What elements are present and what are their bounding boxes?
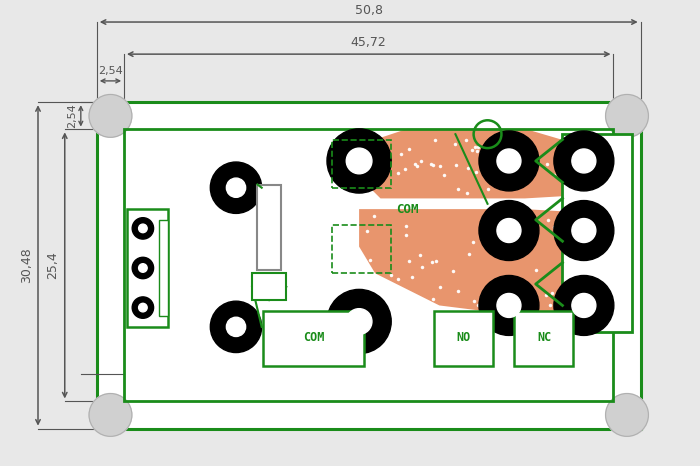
Bar	[332, 139, 391, 188]
Circle shape	[210, 162, 262, 213]
Circle shape	[89, 394, 132, 436]
Circle shape	[606, 95, 648, 137]
Circle shape	[132, 257, 153, 279]
Circle shape	[554, 200, 614, 260]
Text: 50,8: 50,8	[355, 4, 383, 17]
Bar	[258, 185, 281, 270]
Circle shape	[132, 297, 153, 318]
Text: 2,54: 2,54	[98, 66, 122, 75]
Circle shape	[479, 200, 539, 260]
Circle shape	[226, 317, 246, 336]
Bar	[262, 311, 365, 366]
Circle shape	[554, 131, 614, 191]
Circle shape	[572, 149, 596, 173]
Circle shape	[479, 131, 539, 191]
Bar	[127, 209, 167, 327]
Circle shape	[132, 218, 153, 239]
Circle shape	[346, 308, 372, 334]
Circle shape	[572, 294, 596, 317]
Text: 2,54: 2,54	[68, 103, 78, 128]
Text: 25,4: 25,4	[46, 252, 60, 279]
Circle shape	[497, 219, 521, 242]
Circle shape	[327, 289, 391, 354]
Bar	[159, 220, 167, 316]
Bar	[563, 134, 632, 332]
Text: 30,48: 30,48	[20, 247, 33, 283]
Circle shape	[497, 149, 521, 173]
Circle shape	[554, 275, 614, 336]
Circle shape	[327, 129, 391, 193]
Circle shape	[346, 148, 372, 174]
Bar	[434, 311, 493, 366]
Circle shape	[139, 303, 147, 312]
Text: COM: COM	[396, 203, 419, 216]
Circle shape	[139, 264, 147, 272]
Circle shape	[139, 224, 147, 233]
Circle shape	[210, 301, 262, 353]
Bar	[97, 103, 640, 429]
Text: NO: NO	[457, 331, 471, 344]
Text: NC: NC	[537, 331, 552, 344]
Circle shape	[606, 394, 648, 436]
Circle shape	[497, 294, 521, 317]
Bar	[124, 130, 613, 401]
Circle shape	[226, 178, 246, 197]
Circle shape	[479, 275, 539, 336]
Bar	[252, 274, 286, 300]
Bar	[514, 311, 573, 366]
Bar	[332, 225, 391, 274]
Polygon shape	[359, 209, 616, 316]
Circle shape	[572, 219, 596, 242]
Circle shape	[89, 95, 132, 137]
Polygon shape	[359, 129, 616, 199]
Text: 45,72: 45,72	[351, 36, 386, 49]
Text: COM: COM	[304, 331, 325, 344]
